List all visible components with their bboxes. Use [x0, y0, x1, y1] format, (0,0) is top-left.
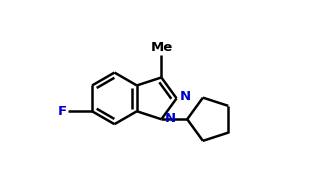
Text: Me: Me [150, 41, 172, 54]
Text: N: N [180, 90, 191, 103]
Text: N: N [165, 112, 176, 125]
Text: F: F [58, 105, 67, 118]
